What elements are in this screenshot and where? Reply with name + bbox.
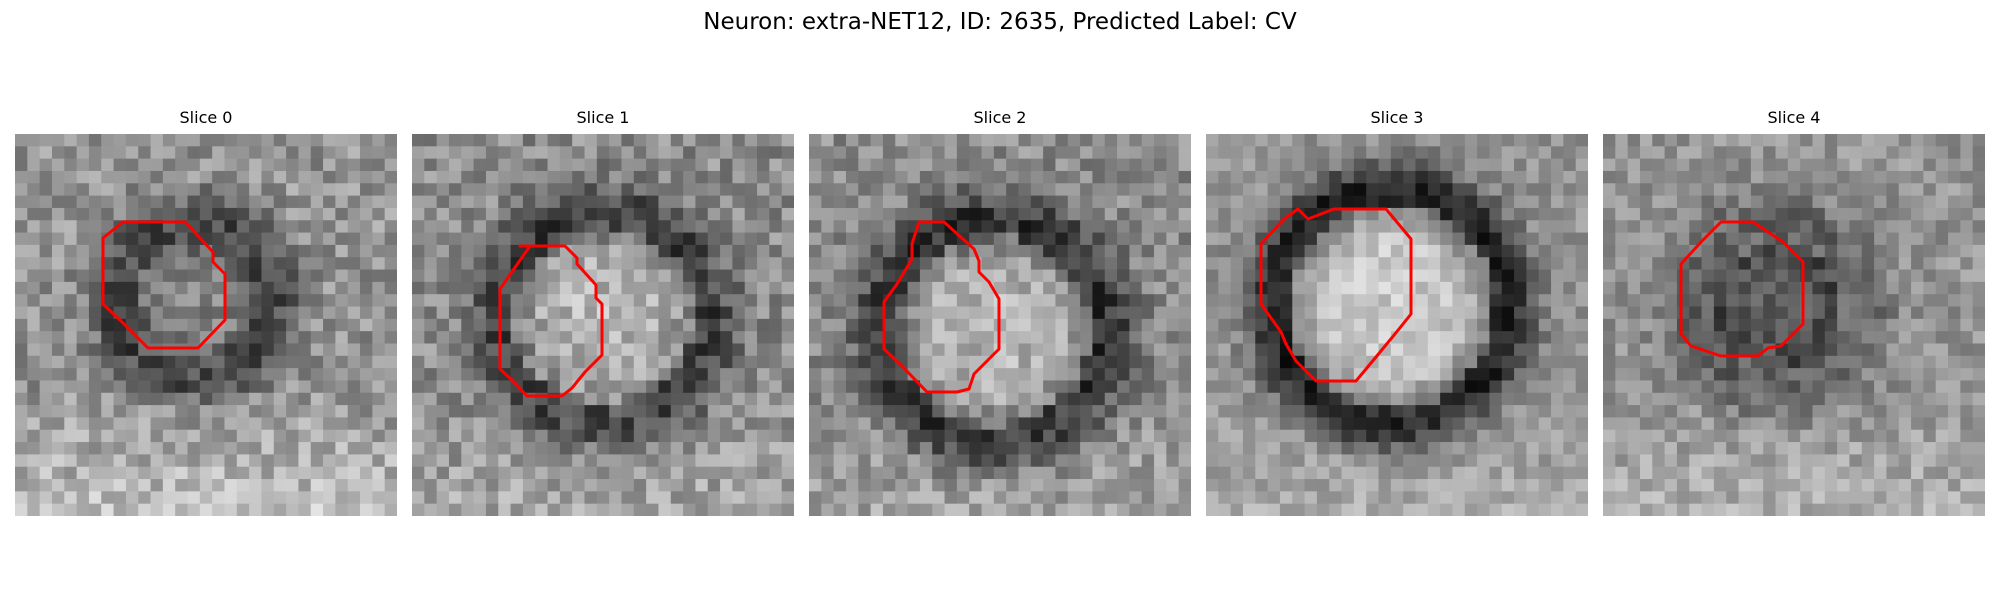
slice-title-2: Slice 2	[973, 108, 1027, 127]
slice-title-0: Slice 0	[179, 108, 233, 127]
segmentation-contour	[101, 220, 227, 350]
slice-panel-4: Slice 4	[1603, 104, 1985, 516]
slice-image-3	[1206, 134, 1588, 516]
slice-image-0	[15, 134, 397, 516]
slice-panel-2: Slice 2	[809, 104, 1191, 516]
slice-image-1	[412, 134, 794, 516]
slice-image-2	[809, 134, 1191, 516]
slice-title-1: Slice 1	[576, 108, 630, 127]
slice-title-4: Slice 4	[1767, 108, 1821, 127]
pixel-grid	[809, 134, 1191, 516]
segmentation-contour	[1259, 207, 1413, 383]
slice-panel-0: Slice 0	[15, 104, 397, 516]
segmentation-contour	[882, 220, 1001, 394]
pixel-grid	[412, 134, 794, 516]
slice-title-3: Slice 3	[1370, 108, 1424, 127]
figure-title: Neuron: extra-NET12, ID: 2635, Predicted…	[703, 9, 1297, 35]
pixel-grid	[15, 134, 397, 516]
pixel-grid	[1603, 134, 1985, 516]
segmentation-contour	[498, 244, 604, 398]
slice-image-4	[1603, 134, 1985, 516]
slice-panel-3: Slice 3	[1206, 104, 1588, 516]
segmentation-contour	[1679, 220, 1805, 358]
slice-panel-1: Slice 1	[412, 104, 794, 516]
pixel-grid	[1206, 134, 1588, 516]
